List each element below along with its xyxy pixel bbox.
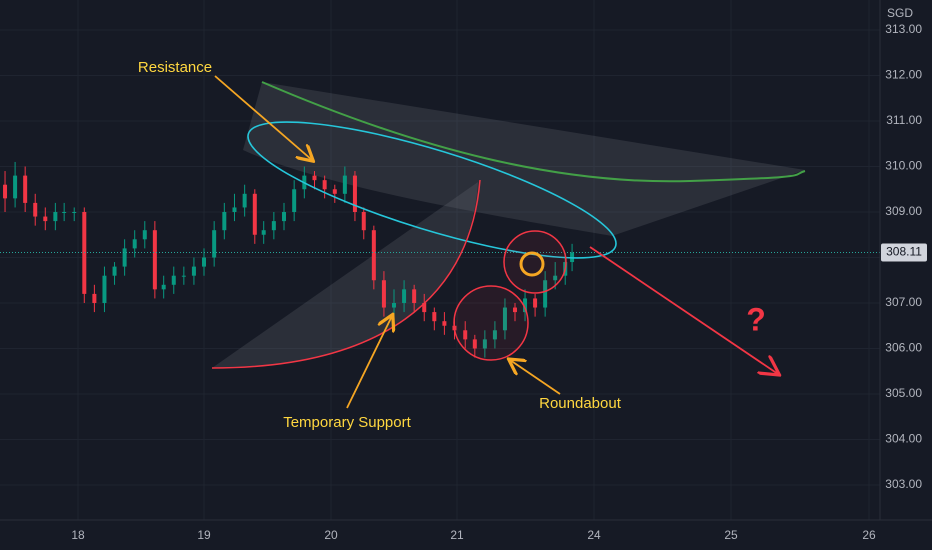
annotation: Roundabout	[539, 395, 622, 412]
candle-body	[43, 216, 48, 222]
candle-body	[242, 193, 247, 208]
y-tick-label: 303.00	[885, 477, 922, 491]
candle-body	[202, 257, 206, 267]
candle-body	[122, 248, 127, 267]
shaded-wedge	[243, 82, 805, 236]
resistance-ellipse	[247, 121, 617, 259]
y-tick-label: 310.00	[885, 159, 922, 173]
support-arc	[211, 179, 481, 369]
candle-body	[342, 175, 347, 194]
candle-body	[402, 289, 407, 303]
candle-body	[312, 175, 317, 181]
last-price-tag	[881, 243, 927, 262]
x-tick-label: 24	[587, 528, 601, 542]
annotation: Resistance	[138, 59, 212, 76]
arrow	[510, 360, 561, 395]
candle-body	[23, 175, 28, 203]
candle-body	[261, 230, 266, 235]
candle-body	[533, 298, 538, 308]
candle-body	[332, 189, 337, 194]
candle-body	[502, 307, 507, 331]
candle-body	[252, 193, 257, 235]
drawings: Resistance Temporary Support Roundabout …	[138, 59, 806, 431]
candle-body	[72, 212, 77, 214]
candle-body	[92, 293, 97, 303]
x-tick-label: 18	[71, 528, 85, 542]
candle-body	[191, 266, 196, 276]
candle-body	[492, 330, 497, 340]
arrow	[589, 246, 778, 374]
candle-body	[112, 266, 117, 276]
candle-body	[361, 212, 366, 231]
last-price-label: 308.11	[886, 245, 922, 259]
candle-body	[282, 212, 287, 222]
candle-body	[53, 212, 58, 222]
shaded-wedge	[212, 182, 478, 368]
arrow	[214, 75, 312, 160]
circle	[453, 285, 529, 361]
candle-body	[322, 180, 327, 190]
candle-body	[232, 207, 237, 213]
drawings	[212, 82, 805, 368]
candle-body	[371, 230, 376, 281]
candle-body	[482, 339, 487, 349]
candle-body	[512, 307, 517, 313]
y-tick-label: 304.00	[885, 432, 922, 446]
x-tick-label: 20	[324, 528, 338, 542]
candle-body	[222, 212, 227, 231]
candle-body	[3, 184, 8, 199]
candle-body	[381, 280, 386, 308]
x-tick-label: 25	[724, 528, 738, 542]
candle-body	[352, 175, 357, 213]
trend-curve	[261, 81, 806, 183]
x-tick-label: 19	[197, 528, 211, 542]
currency-label: SGD	[887, 6, 913, 20]
candle-body	[392, 302, 396, 308]
candle-body	[161, 284, 166, 290]
candle-body	[412, 289, 417, 303]
candle-body	[543, 280, 548, 308]
candle-body	[292, 189, 297, 213]
candle-body	[181, 275, 186, 277]
y-tick-label: 311.00	[886, 113, 922, 127]
candle-body	[152, 230, 157, 290]
y-tick-label: 305.00	[885, 386, 922, 400]
candle-body	[13, 175, 18, 199]
annotation: Temporary Support	[283, 414, 411, 431]
x-tick-label: 21	[450, 528, 464, 542]
candle-body	[463, 330, 468, 340]
circle	[519, 251, 545, 277]
y-tick-label: 306.00	[885, 341, 922, 355]
candle-body	[432, 312, 437, 322]
arrow	[346, 316, 392, 409]
candle-body	[422, 302, 427, 313]
y-tick-label: 313.00	[885, 22, 922, 36]
candle-body	[523, 298, 528, 313]
y-tick-label: 312.00	[885, 68, 922, 82]
candle-body	[553, 275, 558, 281]
candle-body	[212, 230, 217, 258]
candle-body	[171, 275, 176, 285]
candle-body	[33, 202, 38, 217]
candle-body	[271, 221, 276, 231]
candle-body	[442, 321, 447, 326]
candle-body	[62, 212, 67, 214]
x-tick-label: 26	[862, 528, 876, 542]
y-tick-label: 309.00	[885, 204, 922, 218]
candle-body	[102, 275, 107, 303]
y-tick-label: 307.00	[885, 295, 922, 309]
circle	[503, 230, 567, 294]
candle-body	[132, 239, 137, 249]
candle-body	[142, 230, 147, 240]
annotation: ?	[746, 301, 766, 337]
candle-body	[472, 339, 477, 349]
